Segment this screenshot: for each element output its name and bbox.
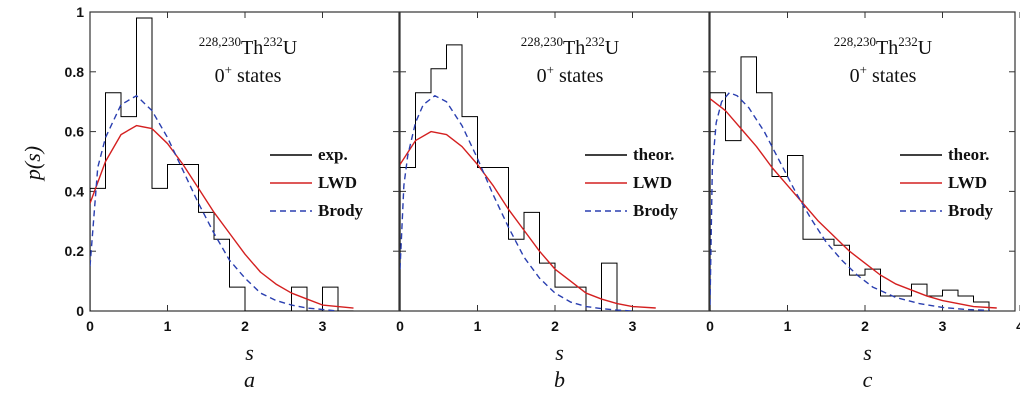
panel-subtitle: 0+ states — [215, 62, 282, 87]
panel-letter: c — [863, 367, 873, 392]
y-axis-label: p(s) — [20, 146, 45, 182]
brody-curve — [90, 95, 339, 311]
x-tick-label: 0 — [396, 318, 404, 334]
x-axis-label: s — [863, 340, 872, 365]
panel-b: 0 1 2 3 228,230Th232U 0+ states theor. LWD Brody… — [396, 11, 710, 392]
y-tick-label: 0 — [76, 303, 84, 319]
x-tick-label: 2 — [551, 318, 559, 334]
lwd-curve — [90, 124, 354, 309]
brody-curve — [400, 95, 633, 311]
histogram-bars — [400, 44, 633, 311]
x-tick-label: 0 — [86, 318, 94, 334]
x-tick-label: 1 — [164, 318, 172, 334]
panel-letter: a — [244, 367, 255, 392]
x-tick-label: 1 — [474, 318, 482, 334]
brody-curve — [710, 92, 990, 311]
y-tick-label: 0.6 — [65, 124, 85, 140]
histogram-bars — [710, 56, 990, 311]
y-tick-label: 0.4 — [65, 183, 85, 199]
x-axis-label: s — [555, 340, 564, 365]
x-tick-label: 2 — [241, 318, 249, 334]
lwd-curve — [400, 130, 656, 309]
x-tick-label: 3 — [319, 318, 327, 334]
legend-label: LWD — [948, 173, 987, 192]
legend-label: Brody — [318, 201, 364, 220]
x-tick-label: 3 — [629, 318, 637, 334]
panel-title: 228,230Th232U — [199, 34, 298, 59]
panel-letter: b — [554, 367, 565, 392]
lwd-curve — [710, 98, 997, 309]
x-tick-label: 4 — [1016, 318, 1020, 334]
panel-title: 228,230Th232U — [521, 34, 620, 59]
x-axis-label: s — [245, 340, 254, 365]
panel-title: 228,230Th232U — [834, 34, 933, 59]
legend-label: Brody — [633, 201, 679, 220]
histogram-bars — [90, 17, 354, 311]
x-tick-label: 0 — [706, 318, 714, 334]
panel-c: 0 1 2 3 4 228,230Th232U 0+ states theor. LWD Brod… — [706, 11, 1020, 392]
legend-label: Brody — [948, 201, 994, 220]
x-tick-label: 2 — [861, 318, 869, 334]
legend-label: exp. — [318, 145, 348, 164]
legend-label: LWD — [633, 173, 672, 192]
legend-label: theor. — [633, 145, 674, 164]
legend-label: theor. — [948, 145, 989, 164]
panel-a: 0 1 2 3 0 0.2 0.4 0.6 0.8 1 228,230Th232U 0+ states… — [65, 4, 400, 392]
y-tick-label: 1 — [76, 4, 84, 20]
x-tick-label: 1 — [784, 318, 792, 334]
y-tick-label: 0.2 — [65, 243, 85, 259]
panel-subtitle: 0+ states — [850, 62, 917, 87]
legend-label: LWD — [318, 173, 357, 192]
panel-subtitle: 0+ states — [537, 62, 604, 87]
x-tick-label: 3 — [939, 318, 947, 334]
y-tick-label: 0.8 — [65, 64, 85, 80]
